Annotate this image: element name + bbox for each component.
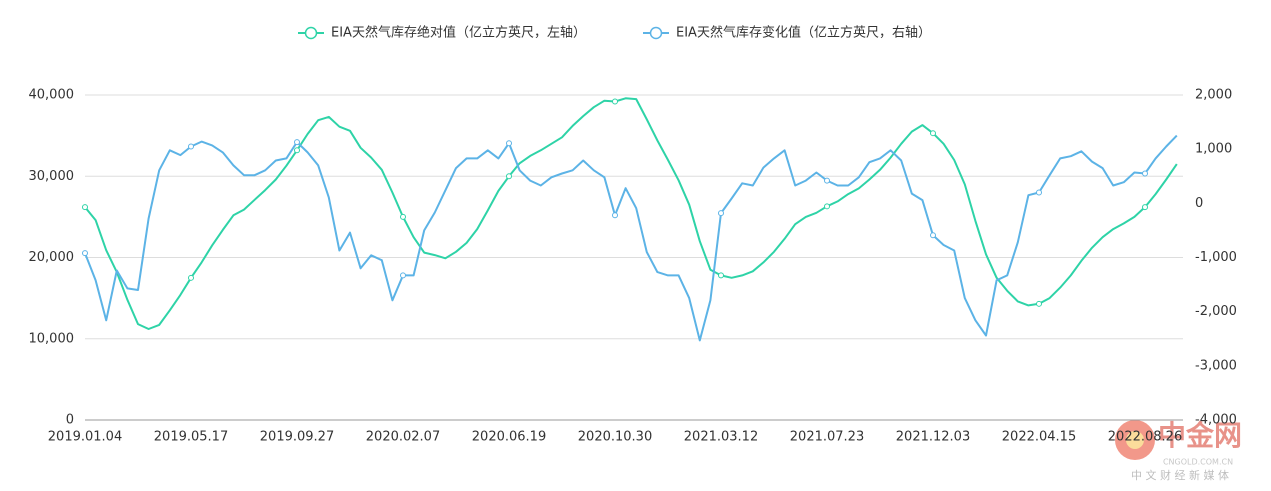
point-marker bbox=[930, 130, 936, 137]
x-tick-label: 2019.01.04 bbox=[48, 430, 122, 445]
point-marker bbox=[294, 147, 300, 154]
point-marker bbox=[400, 272, 406, 279]
point-marker bbox=[82, 204, 88, 211]
point-marker bbox=[612, 212, 618, 219]
point-marker bbox=[1142, 204, 1148, 211]
watermark-name: 中金网 bbox=[1158, 419, 1242, 452]
y2-tick-label: 2,000 bbox=[1195, 88, 1232, 103]
y2-tick-label: 1,000 bbox=[1195, 142, 1232, 157]
plot: 0 10,000 20,000 30,000 40,000 -4,000 -3,000 -2,… bbox=[29, 25, 1237, 445]
x-tick-label: 2020.06.19 bbox=[472, 430, 546, 445]
point-marker bbox=[400, 213, 406, 220]
y-tick-label: 0 bbox=[66, 413, 74, 428]
point-marker bbox=[1142, 170, 1148, 177]
legend-marker bbox=[649, 26, 663, 40]
point-marker bbox=[718, 210, 724, 217]
y2-tick-label: 0 bbox=[1195, 196, 1203, 211]
x-tick-label: 2021.03.12 bbox=[684, 430, 758, 445]
watermark-logo bbox=[1126, 431, 1144, 449]
legend-marker bbox=[304, 26, 318, 40]
y2-tick-label: -3,000 bbox=[1195, 358, 1237, 373]
x-tick-label: 2021.07.23 bbox=[790, 430, 864, 445]
series-line bbox=[84, 97, 1178, 330]
watermark: 中金网 CNGOLD.COM.CN 中 文 财 经 新 媒 体 bbox=[1115, 419, 1242, 482]
y-tick-label: 30,000 bbox=[29, 169, 75, 184]
point-marker bbox=[1036, 300, 1042, 307]
x-tick-label: 2020.02.07 bbox=[366, 430, 440, 445]
point-marker bbox=[612, 98, 618, 105]
x-tick-label: 2019.09.27 bbox=[260, 430, 334, 445]
point-marker bbox=[1036, 189, 1042, 196]
x-tick-label: 2019.05.17 bbox=[154, 430, 228, 445]
watermark-site: CNGOLD.COM.CN bbox=[1163, 458, 1233, 467]
point-marker bbox=[294, 139, 300, 146]
y-tick-label: 10,000 bbox=[29, 331, 75, 346]
y2-tick-label: -4,000 bbox=[1195, 413, 1237, 428]
legend-label: EIA天然气库存变化值（亿立方英尺，右轴） bbox=[676, 25, 931, 41]
point-marker bbox=[824, 177, 830, 184]
point-marker bbox=[188, 143, 194, 150]
point-marker bbox=[506, 173, 512, 180]
x-tick-label: 2020.10.30 bbox=[578, 430, 652, 445]
y-tick-label: 20,000 bbox=[29, 250, 75, 265]
watermark-slogan: 中 文 财 经 新 媒 体 bbox=[1131, 468, 1229, 482]
y2-tick-label: -1,000 bbox=[1195, 250, 1237, 265]
point-marker bbox=[506, 140, 512, 147]
legend-label: EIA天然气库存绝对值（亿立方英尺，左轴） bbox=[331, 25, 586, 41]
y-tick-label: 40,000 bbox=[29, 88, 75, 103]
point-marker bbox=[930, 232, 936, 239]
x-tick-label: 2021.12.03 bbox=[896, 430, 970, 445]
y2-tick-label: -2,000 bbox=[1195, 304, 1237, 319]
point-marker bbox=[718, 272, 724, 279]
x-tick-label: 2022.04.15 bbox=[1002, 430, 1076, 445]
point-marker bbox=[188, 274, 194, 281]
series-line bbox=[84, 134, 1178, 342]
point-marker bbox=[824, 203, 830, 210]
x-tick-label: 2022.08.26 bbox=[1108, 430, 1182, 445]
point-marker bbox=[82, 250, 88, 257]
